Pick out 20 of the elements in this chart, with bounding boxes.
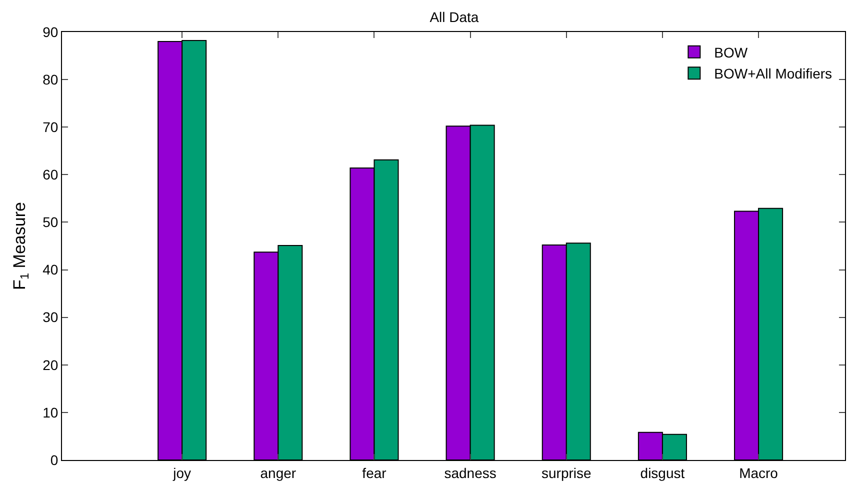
x-tick-label: disgust	[640, 464, 685, 481]
y-tick-label: 40	[42, 262, 58, 278]
x-tick-label: fear	[362, 464, 387, 481]
chart-title: All Data	[430, 9, 479, 26]
y-tick-label: 60	[42, 166, 58, 183]
x-tick-label: sadness	[444, 464, 496, 481]
x-tick-label: Macro	[739, 464, 778, 481]
y-tick-label: 30	[42, 309, 58, 326]
x-tick-label: anger	[260, 464, 296, 481]
y-tick-label: 50	[42, 214, 58, 230]
y-tick-label: 0	[50, 452, 58, 468]
y-tick-label: 20	[42, 356, 58, 373]
y-tick-label: 80	[42, 71, 58, 88]
y-tick-label: 10	[42, 404, 58, 420]
legend-label: BOW+All Modifiers	[714, 66, 832, 82]
x-tick-label: joy	[172, 464, 192, 481]
legend-label: BOW	[714, 44, 748, 60]
y-tick-label: 90	[42, 24, 58, 40]
x-tick-label: surprise	[541, 464, 592, 481]
y-tick-label: 70	[42, 119, 58, 136]
